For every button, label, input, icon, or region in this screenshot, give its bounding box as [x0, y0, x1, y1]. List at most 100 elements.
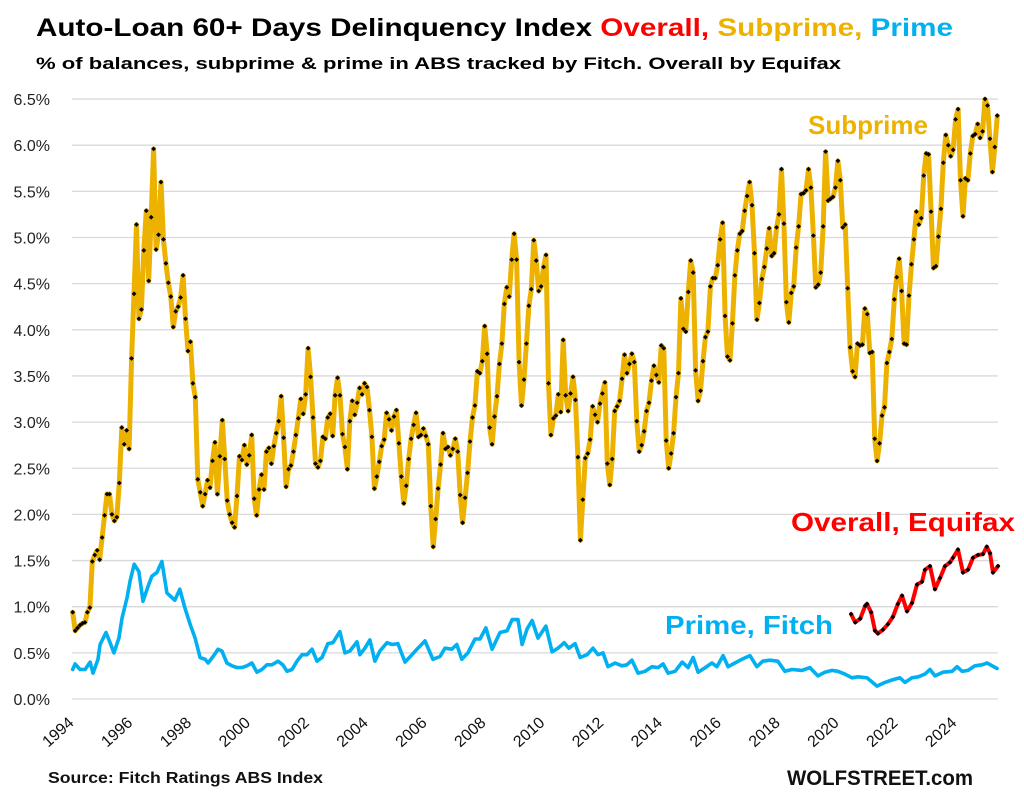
data-point-subprime	[276, 418, 282, 424]
data-point-subprime	[889, 336, 895, 342]
annotation-prime: Prime, Fitch	[665, 610, 833, 640]
data-point-subprime	[111, 518, 117, 524]
data-point-subprime	[126, 446, 132, 452]
data-point-subprime	[791, 284, 797, 289]
y-tick-label: 6.5%	[14, 92, 50, 109]
data-point-overall	[990, 570, 996, 575]
data-point-subprime	[129, 356, 134, 361]
data-point-overall	[942, 563, 948, 569]
data-point-subprime	[102, 512, 107, 518]
data-point-subprime	[555, 392, 561, 397]
data-point-overall	[932, 586, 938, 592]
data-point-subprime	[560, 337, 566, 343]
data-point-subprime	[928, 209, 934, 215]
data-point-subprime	[200, 503, 206, 509]
data-point-subprime	[381, 437, 387, 443]
data-point-subprime	[94, 547, 100, 553]
data-point-subprime	[894, 274, 900, 280]
data-point-subprime	[386, 416, 392, 422]
data-point-subprime	[553, 413, 559, 419]
x-tick-label: 2020	[805, 714, 843, 751]
data-point-subprime	[533, 258, 539, 263]
data-point-subprime	[646, 400, 652, 406]
data-point-subprime	[494, 393, 500, 399]
data-point-subprime	[663, 438, 669, 443]
data-point-subprime	[151, 146, 157, 152]
x-tick-label: 2004	[334, 714, 372, 751]
data-point-subprime	[222, 456, 228, 462]
data-point-overall	[895, 601, 901, 607]
data-point-subprime	[786, 320, 792, 325]
title-overall: Overall,	[600, 14, 709, 42]
data-point-subprime	[438, 462, 443, 467]
data-point-subprime	[872, 436, 878, 442]
source-note: Source: Fitch Ratings ABS Index	[48, 770, 323, 787]
data-point-subprime	[406, 456, 412, 462]
data-point-subprime	[965, 177, 971, 183]
data-point-subprime	[75, 625, 81, 631]
data-point-subprime	[300, 411, 306, 417]
data-point-subprime	[185, 348, 191, 354]
annotation-overall: Overall, Equifax	[791, 507, 1016, 537]
data-point-subprime	[161, 236, 166, 242]
data-point-subprime	[293, 432, 299, 438]
y-tick-label: 5.5%	[14, 184, 50, 201]
data-point-subprime	[340, 431, 345, 437]
data-point-subprime	[391, 414, 397, 419]
annotation-subprime: Subprime	[808, 110, 928, 140]
data-point-subprime	[671, 430, 676, 436]
data-point-subprime	[146, 278, 152, 284]
data-point-subprime	[749, 202, 755, 208]
data-point-subprime	[165, 280, 171, 286]
data-point-overall	[872, 628, 878, 634]
data-point-subprime	[727, 357, 733, 363]
data-point-subprime	[295, 416, 301, 421]
data-point-subprime	[445, 444, 451, 450]
data-point-subprime	[497, 361, 502, 367]
data-point-subprime	[980, 128, 985, 134]
data-point-overall	[947, 559, 953, 565]
data-point-subprime	[877, 440, 882, 446]
data-point-subprime	[428, 503, 434, 509]
data-point-subprime	[335, 375, 340, 381]
data-point-subprime	[168, 294, 174, 299]
x-tick-label: 2016	[687, 714, 725, 751]
data-point-overall	[919, 579, 925, 585]
y-tick-label: 4.0%	[14, 323, 50, 340]
data-point-subprime	[227, 512, 233, 517]
data-point-subprime	[234, 493, 240, 499]
data-point-subprime	[909, 261, 914, 267]
data-point-subprime	[511, 231, 517, 237]
data-point-subprime	[374, 474, 380, 479]
data-point-subprime	[631, 359, 637, 365]
data-point-subprime	[759, 276, 765, 282]
data-point-subprime	[467, 439, 473, 444]
data-point-subprime	[332, 392, 338, 398]
data-point-subprime	[906, 293, 912, 299]
data-point-subprime	[344, 466, 350, 472]
data-point-subprime	[195, 476, 201, 482]
data-point-subprime	[119, 425, 125, 431]
data-point-overall	[864, 601, 870, 607]
data-point-subprime	[666, 465, 672, 471]
data-point-subprime	[394, 407, 399, 413]
data-point-subprime	[121, 441, 127, 447]
data-point-subprime	[305, 345, 311, 351]
data-point-overall	[937, 575, 943, 581]
data-point-overall	[970, 555, 976, 561]
data-point-subprime	[482, 323, 488, 329]
data-point-subprime	[367, 407, 372, 413]
data-point-subprime	[359, 392, 365, 397]
data-point-overall	[852, 619, 858, 625]
data-point-subprime	[732, 272, 738, 278]
data-point-subprime	[298, 396, 304, 402]
data-point-overall	[995, 563, 1001, 569]
data-point-subprime	[918, 215, 924, 221]
data-point-subprime	[815, 282, 821, 287]
data-point-subprime	[207, 485, 213, 491]
data-point-subprime	[609, 456, 615, 462]
x-tick-label: 2010	[510, 714, 548, 751]
series-markers	[70, 96, 1001, 636]
data-point-subprime	[241, 442, 247, 448]
data-point-subprime	[680, 326, 686, 332]
